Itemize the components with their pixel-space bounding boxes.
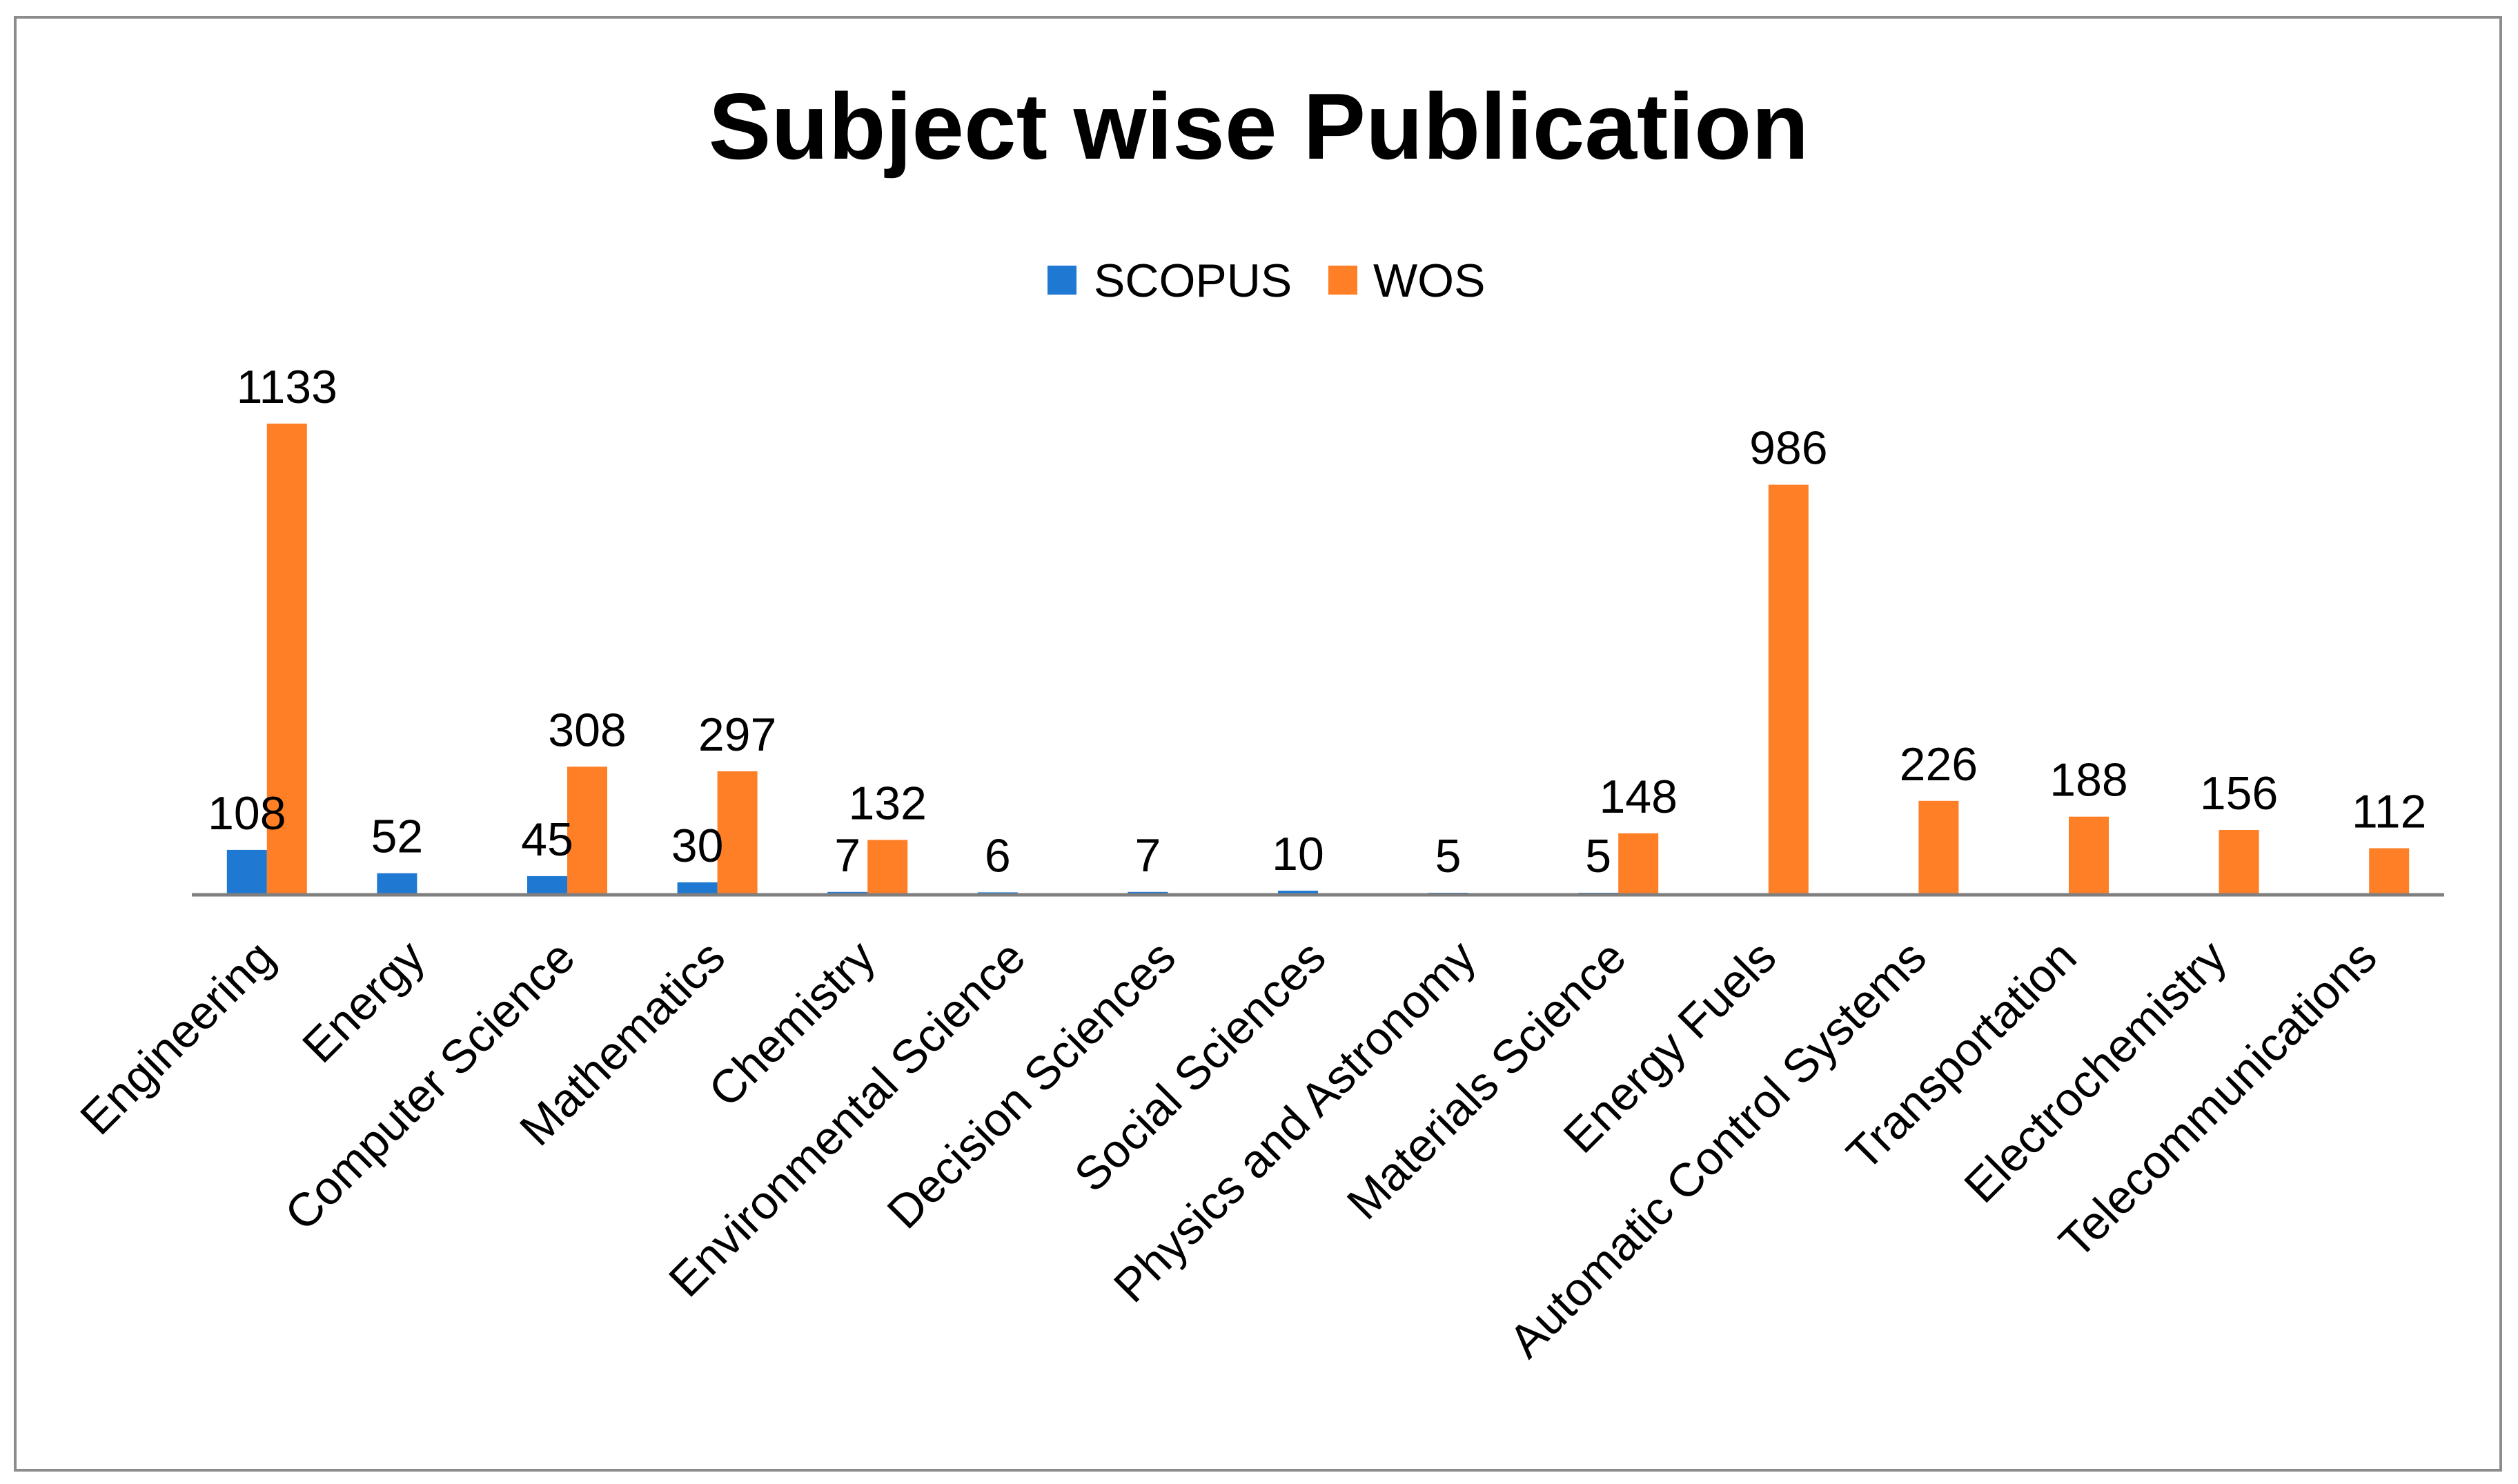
legend-label-scopus: SCOPUS: [1094, 255, 1292, 307]
chart-title: Subject wise Publication: [709, 74, 1809, 179]
bar-wos-automatic-control-systems: [1918, 800, 1959, 895]
bar-wos-electrochemistry: [2219, 830, 2259, 895]
data-label-wos-electrochemistry: 156: [2200, 767, 2278, 820]
legend-item-scopus: SCOPUS: [1047, 255, 1292, 307]
data-label-scopus-energy: 52: [371, 811, 424, 863]
bars-layer: [226, 424, 2410, 895]
bar-scopus-computer-science: [527, 875, 567, 895]
bar-wos-computer-science: [567, 766, 607, 895]
data-label-wos-chemistry: 132: [848, 777, 926, 829]
data-label-scopus-social-sciences: 10: [1272, 828, 1324, 880]
data-label-wos-mathematics: 297: [698, 709, 776, 761]
bar-scopus-engineering: [226, 849, 267, 895]
bar-scopus-energy: [377, 873, 417, 895]
bar-wos-engineering: [266, 424, 307, 895]
data-label-scopus-mathematics: 30: [671, 820, 724, 872]
legend-swatch-wos: [1328, 266, 1357, 295]
data-label-wos-automatic-control-systems: 226: [1900, 738, 1978, 791]
legend-item-wos: WOS: [1328, 255, 1485, 307]
data-label-wos-telecommunications: 112: [2352, 786, 2426, 838]
bar-wos-chemistry: [867, 840, 908, 895]
bar-wos-energy-fuels: [1768, 484, 1809, 895]
data-label-scopus-environmental-science: 6: [985, 829, 1011, 882]
legend-label-wos: WOS: [1373, 255, 1485, 307]
legend: SCOPUS WOS: [1047, 255, 1485, 307]
data-label-wos-computer-science: 308: [548, 704, 626, 756]
bar-wos-transportation: [2069, 816, 2109, 895]
data-label-scopus-computer-science: 45: [521, 813, 573, 866]
data-label-scopus-decision-sciences: 7: [1134, 829, 1161, 882]
bar-wos-telecommunications: [2369, 848, 2410, 895]
data-label-wos-materials-science: 148: [1599, 771, 1677, 823]
data-label-wos-transportation: 188: [2049, 754, 2127, 807]
bar-wos-mathematics: [717, 771, 758, 895]
legend-swatch-scopus: [1047, 266, 1076, 295]
data-label-scopus-physics-and-astronomy: 5: [1435, 830, 1462, 882]
data-label-scopus-chemistry: 7: [834, 829, 860, 882]
data-label-wos-energy-fuels: 986: [1749, 422, 1827, 475]
bar-scopus-mathematics: [677, 882, 718, 895]
chart-frame: [14, 16, 2502, 1472]
data-label-wos-engineering: 1133: [237, 361, 337, 413]
data-label-scopus-engineering: 108: [208, 787, 286, 840]
data-label-scopus-materials-science: 5: [1585, 830, 1611, 882]
bar-wos-materials-science: [1618, 833, 1659, 895]
bar-scopus-social-sciences: [1278, 891, 1318, 895]
